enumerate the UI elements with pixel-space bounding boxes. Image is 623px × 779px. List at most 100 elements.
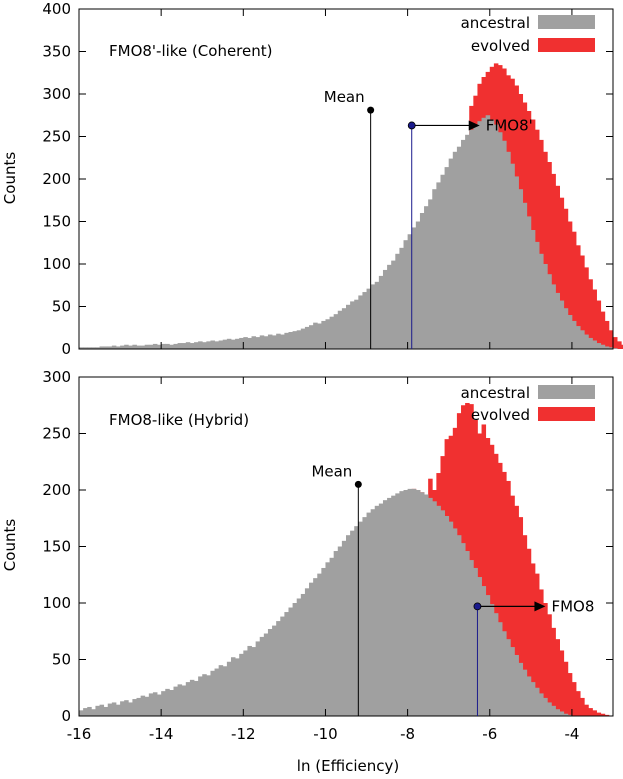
bar-ancestral bbox=[391, 260, 396, 349]
bar-ancestral bbox=[613, 348, 618, 349]
bar-ancestral bbox=[514, 654, 519, 716]
bar-evolved bbox=[567, 221, 573, 349]
marker-point bbox=[407, 121, 416, 130]
bar-evolved bbox=[580, 255, 585, 349]
bar-ancestral bbox=[543, 697, 548, 716]
bar-ancestral bbox=[313, 578, 318, 716]
y-tick-label: 50 bbox=[52, 298, 71, 316]
bar-ancestral bbox=[284, 332, 289, 349]
bar-evolved bbox=[485, 438, 491, 716]
bar-evolved bbox=[592, 710, 597, 716]
panel-2-legend-evolved-label: evolved bbox=[471, 406, 530, 424]
bar-ancestral bbox=[95, 347, 100, 349]
bar-ancestral bbox=[600, 344, 606, 349]
bar-ancestral bbox=[325, 319, 330, 349]
bar-ancestral bbox=[148, 344, 154, 349]
bar-ancestral bbox=[103, 706, 109, 716]
bar-ancestral bbox=[263, 633, 269, 716]
bar-ancestral bbox=[362, 292, 367, 349]
x-tick-label: -16 bbox=[67, 725, 92, 743]
bar-ancestral bbox=[230, 339, 236, 349]
bar-ancestral bbox=[469, 560, 474, 716]
bar-ancestral bbox=[235, 658, 240, 716]
bar-ancestral bbox=[473, 567, 478, 716]
bar-evolved bbox=[514, 505, 519, 716]
y-tick-label: 0 bbox=[61, 707, 71, 725]
bar-evolved bbox=[559, 650, 565, 716]
mean-point bbox=[367, 106, 375, 114]
bar-ancestral bbox=[555, 709, 560, 716]
bar-evolved bbox=[600, 311, 606, 349]
bar-ancestral bbox=[337, 310, 343, 349]
bar-ancestral bbox=[243, 337, 248, 349]
bar-ancestral bbox=[448, 158, 454, 349]
bar-ancestral bbox=[411, 488, 417, 716]
bar-ancestral bbox=[107, 703, 113, 716]
bar-ancestral bbox=[206, 341, 211, 349]
y-tick-label: 250 bbox=[42, 128, 71, 146]
bar-ancestral bbox=[576, 326, 581, 349]
bar-ancestral bbox=[534, 241, 540, 349]
bar-ancestral bbox=[120, 345, 125, 349]
bar-ancestral bbox=[506, 151, 511, 349]
bar-ancestral bbox=[329, 557, 335, 716]
bar-ancestral bbox=[358, 521, 363, 716]
y-tick-label: 200 bbox=[42, 170, 71, 188]
bar-ancestral bbox=[247, 337, 252, 349]
bar-ancestral bbox=[604, 346, 610, 349]
panel-2-plot: 0 50 100 150 200 250 300 -16 -14 -12 -10 -8 -6 -4 bbox=[42, 368, 614, 743]
bar-ancestral bbox=[526, 676, 532, 716]
bar-ancestral bbox=[333, 551, 339, 716]
x-tick-label: -10 bbox=[313, 725, 338, 743]
y-tick-label: 150 bbox=[42, 213, 71, 231]
marker-arrow-head bbox=[534, 601, 546, 612]
bar-ancestral bbox=[489, 119, 495, 349]
bar-ancestral bbox=[473, 126, 478, 349]
bar-ancestral bbox=[181, 685, 187, 716]
bar-ancestral bbox=[395, 493, 400, 716]
mean-point bbox=[354, 480, 362, 488]
bar-ancestral bbox=[354, 299, 359, 349]
bar-evolved bbox=[563, 661, 569, 716]
bar-ancestral bbox=[239, 653, 244, 716]
y-tick-label: 150 bbox=[42, 538, 71, 556]
bar-evolved bbox=[588, 708, 593, 716]
y-tick-label: 100 bbox=[42, 594, 71, 612]
bar-ancestral bbox=[103, 346, 109, 349]
bar-ancestral bbox=[169, 344, 174, 349]
bar-ancestral bbox=[243, 650, 248, 716]
bar-ancestral bbox=[115, 704, 121, 716]
bar-ancestral bbox=[157, 694, 162, 716]
bar-ancestral bbox=[251, 647, 257, 716]
bar-ancestral bbox=[539, 693, 544, 716]
x-tick-label: -12 bbox=[231, 725, 256, 743]
bar-ancestral bbox=[485, 115, 491, 349]
bar-evolved bbox=[555, 185, 560, 349]
bar-evolved bbox=[571, 682, 577, 716]
bar-evolved bbox=[497, 462, 503, 716]
bar-ancestral bbox=[83, 347, 88, 349]
bar-ancestral bbox=[272, 625, 277, 716]
bar-ancestral bbox=[165, 688, 170, 716]
bar-ancestral bbox=[411, 227, 417, 349]
bar-ancestral bbox=[198, 341, 203, 349]
bar-ancestral bbox=[419, 492, 425, 716]
bar-ancestral bbox=[144, 696, 150, 716]
bar-ancestral bbox=[522, 669, 528, 716]
bar-ancestral bbox=[194, 680, 199, 716]
bar-evolved bbox=[534, 129, 540, 349]
bar-ancestral bbox=[374, 505, 380, 716]
bar-ancestral bbox=[165, 343, 170, 349]
bar-ancestral bbox=[206, 675, 211, 716]
bar-ancestral bbox=[79, 347, 84, 349]
bar-ancestral bbox=[128, 702, 133, 716]
x-tick-label: -6 bbox=[482, 725, 497, 743]
bar-ancestral bbox=[399, 247, 404, 349]
bar-ancestral bbox=[304, 588, 310, 716]
bar-ancestral bbox=[255, 337, 261, 349]
bar-ancestral bbox=[177, 343, 183, 349]
bar-ancestral bbox=[378, 275, 384, 349]
bar-ancestral bbox=[469, 129, 474, 349]
bar-ancestral bbox=[173, 686, 178, 716]
bar-ancestral bbox=[530, 682, 536, 716]
